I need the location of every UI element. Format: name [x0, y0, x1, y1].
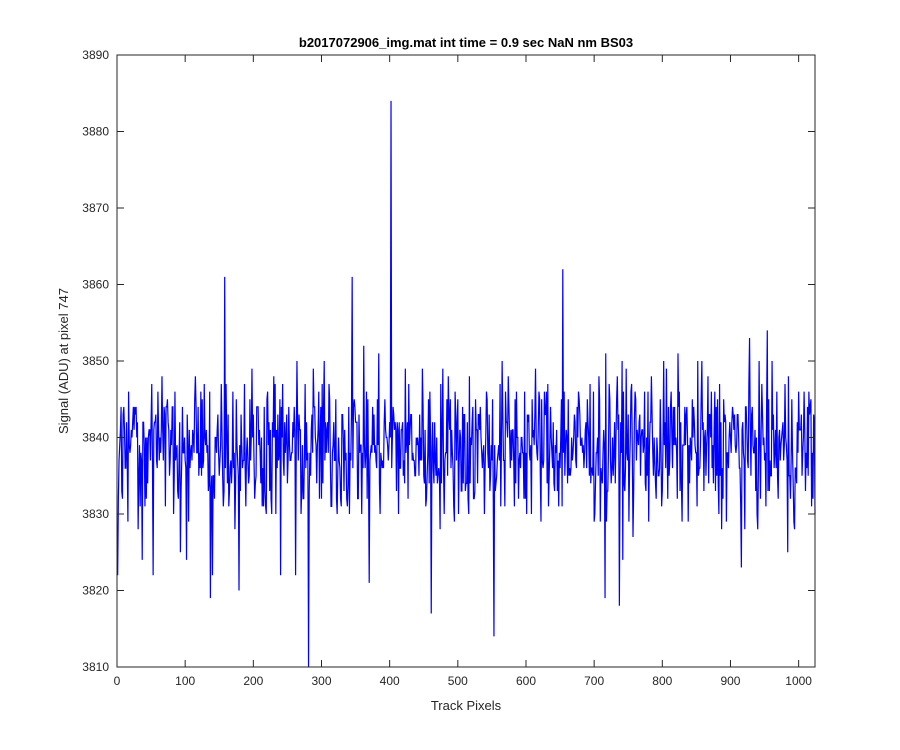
x-tick-label: 0	[114, 674, 121, 688]
y-tick-label: 3810	[82, 660, 109, 674]
plot-area	[117, 55, 815, 667]
y-tick-label: 3870	[82, 201, 109, 215]
x-tick-label: 1000	[785, 674, 812, 688]
series-layer	[117, 100, 816, 668]
ticks-layer: 0 100 200 300 400 500 600 700 800 900 1000 3810 3820…	[82, 48, 815, 688]
y-tick-label: 3880	[82, 125, 109, 139]
x-tick-label: 900	[720, 674, 740, 688]
y-tick-label: 3820	[82, 584, 109, 598]
y-tick-label: 3860	[82, 278, 109, 292]
signal-series-line	[117, 100, 816, 668]
x-tick-label: 200	[243, 674, 263, 688]
chart-title: b2017072906_img.mat int time = 0.9 sec N…	[299, 35, 633, 50]
x-tick-label: 700	[584, 674, 604, 688]
x-tick-label: 500	[448, 674, 468, 688]
y-axis-label: Signal (ADU) at pixel 747	[56, 288, 71, 434]
y-tick-label: 3890	[82, 48, 109, 62]
x-tick-label: 300	[311, 674, 331, 688]
x-tick-label: 100	[175, 674, 195, 688]
x-axis-label: Track Pixels	[431, 698, 502, 713]
y-tick-label: 3830	[82, 507, 109, 521]
x-tick-label: 400	[380, 674, 400, 688]
y-tick-label: 3840	[82, 431, 109, 445]
x-tick-label: 800	[652, 674, 672, 688]
x-tick-label: 600	[516, 674, 536, 688]
y-tick-label: 3850	[82, 354, 109, 368]
